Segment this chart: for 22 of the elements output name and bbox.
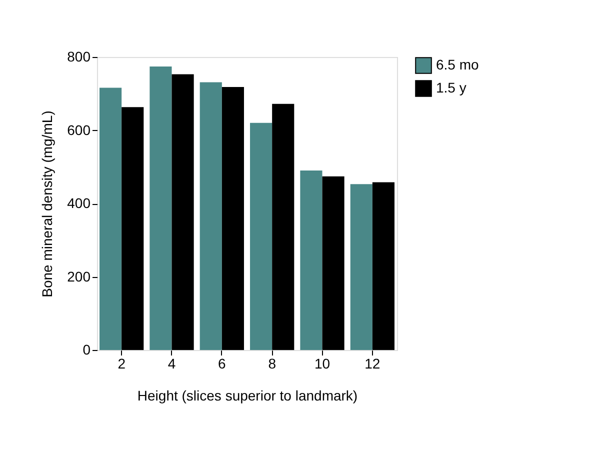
x-tick-label: 6 [218, 356, 226, 372]
y-axis-title: Bone mineral density (mg/mL) [39, 110, 56, 298]
bar [100, 88, 122, 350]
y-tick-label: 400 [67, 195, 91, 211]
x-axis-title: Height (slices superior to landmark) [137, 388, 358, 404]
x-tick-label: 8 [268, 356, 276, 372]
y-tick-label: 600 [67, 122, 91, 138]
x-tick-label: 12 [364, 356, 380, 372]
bar [150, 66, 172, 350]
bar [200, 82, 222, 350]
bar [250, 122, 272, 350]
bar [222, 87, 244, 350]
y-tick-label: 0 [82, 342, 91, 358]
x-tick-label: 2 [118, 356, 126, 372]
x-tick-label: 10 [314, 356, 330, 372]
bar [300, 170, 322, 350]
y-tick-label: 800 [67, 48, 91, 64]
bar [350, 184, 372, 350]
legend-label: 1.5 y [436, 80, 466, 96]
x-tick-label: 4 [168, 356, 176, 372]
legend-label: 6.5 mo [436, 56, 480, 72]
y-tick-label: 200 [67, 268, 91, 284]
